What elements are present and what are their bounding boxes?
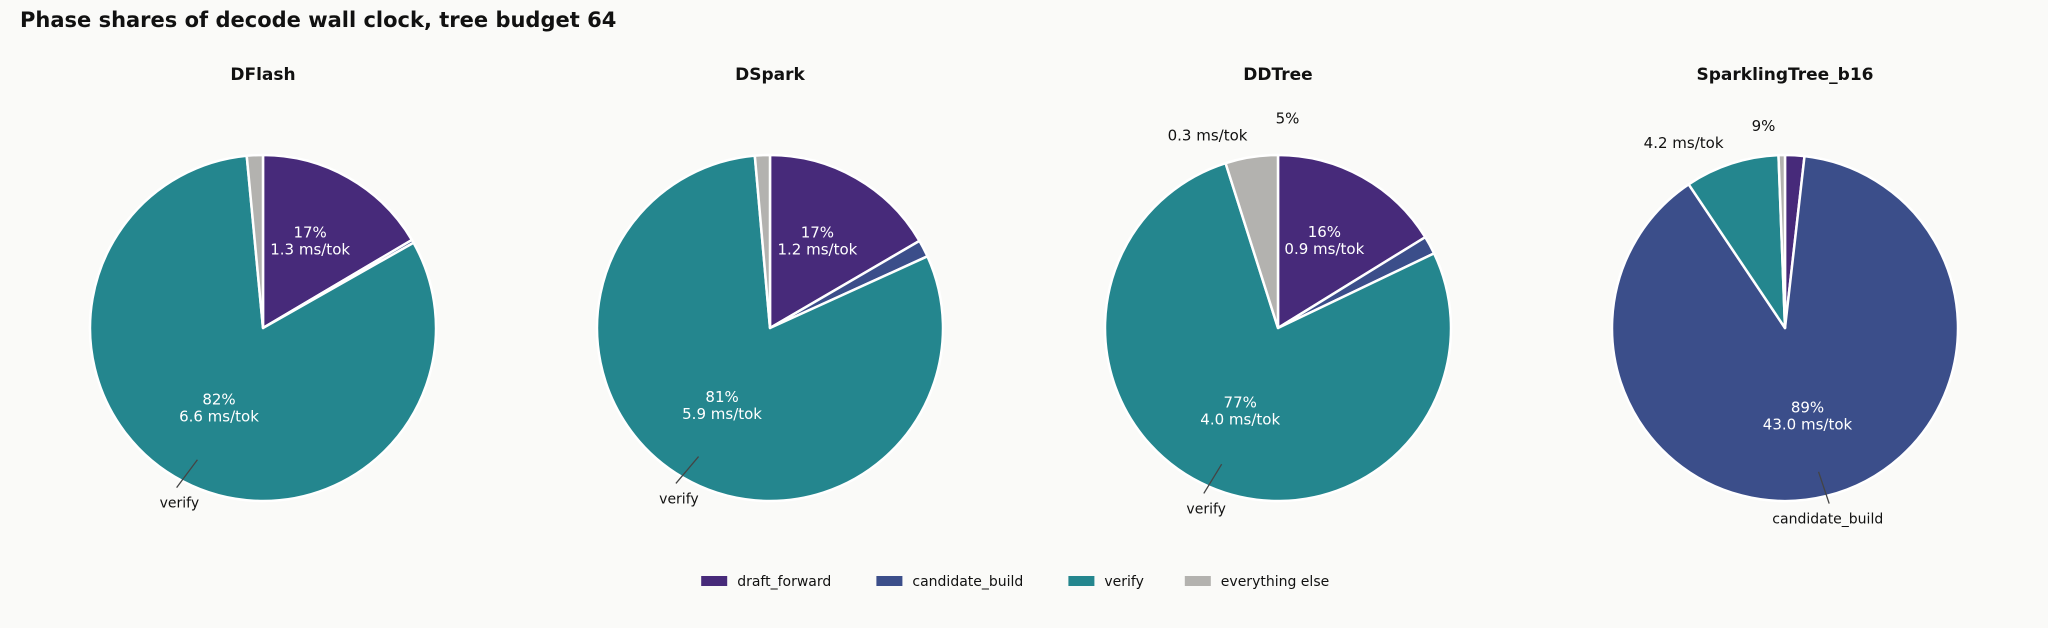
slice-label-verify: 77% 4.0 ms/tok <box>1200 393 1280 428</box>
slice-pct: 17% <box>801 223 834 241</box>
legend-swatch-everything-else <box>1184 576 1211 586</box>
pie-panel-dflash: DFlash 17% 1.3 ms/tok 82% 6.6 ms/tok verify <box>88 65 438 512</box>
slice-pct: 77% <box>1224 393 1257 411</box>
legend-label-draft-forward: draft_forward <box>737 574 831 590</box>
pie-slice-everything-else <box>245 153 265 330</box>
pie-panel-dspark: DSpark 17% 1.2 ms/tok 81% 5.9 ms/tok verify <box>595 65 945 507</box>
slice-label-candidate-build: 89% 43.0 ms/tok <box>1763 398 1853 433</box>
slice-pct: 81% <box>705 388 738 406</box>
legend-swatch-draft-forward <box>701 576 728 586</box>
pie-slice-draft-forward <box>768 153 921 330</box>
panel-title: DDTree <box>1243 65 1312 85</box>
pie-slice-everything-else <box>1224 153 1280 330</box>
slice-label-everything-else: 5% 0.3 ms/tok <box>1168 109 1300 144</box>
pie-panel-ddtree: DDTree 16% 0.9 ms/tok 77% 4.0 ms/tok 5% 0.3 ms… <box>1103 65 1453 517</box>
slice-label-draft-forward: 17% 1.3 ms/tok <box>270 223 350 258</box>
slice-ms: 4.2 ms/tok <box>1644 134 1724 152</box>
slice-label-verify: 9% 4.2 ms/tok <box>1644 117 1776 152</box>
pie-slice-everything-else <box>1777 153 1787 330</box>
callout-leader-line <box>1203 463 1223 494</box>
slice-ms: 4.0 ms/tok <box>1200 410 1280 428</box>
panel-title: SparklingTree_b16 <box>1697 65 1874 85</box>
slice-pct: 9% <box>1752 117 1776 135</box>
callout-leader-line <box>176 459 198 489</box>
slice-ms: 43.0 ms/tok <box>1763 415 1853 433</box>
slice-pct: 89% <box>1791 398 1824 416</box>
callout-label: verify <box>160 496 200 512</box>
callout-label: verify <box>1186 501 1226 517</box>
slice-ms: 6.6 ms/tok <box>179 407 259 425</box>
slice-pct: 82% <box>202 390 235 408</box>
pie-slice-draft-forward <box>1276 153 1427 330</box>
slice-ms: 0.9 ms/tok <box>1284 240 1364 258</box>
slice-label-draft-forward: 16% 0.9 ms/tok <box>1284 223 1364 258</box>
panel-title: DFlash <box>230 65 295 85</box>
pie-slice-verify <box>1103 161 1453 503</box>
pie-slice-verify <box>1687 153 1787 330</box>
slice-pct: 16% <box>1308 223 1341 241</box>
pie-panel-sparklingtree-b16: SparklingTree_b16 89% 43.0 ms/tok 9% 4.2 ms/… <box>1610 65 1960 528</box>
slice-ms: 1.3 ms/tok <box>270 240 350 258</box>
legend-label-candidate-build: candidate_build <box>912 574 1023 590</box>
callout-label: candidate_build <box>1772 512 1883 528</box>
slice-ms: 0.3 ms/tok <box>1168 126 1248 144</box>
panel-title: DSpark <box>735 65 805 85</box>
callout-label: verify <box>659 491 699 507</box>
legend-label-everything-else: everything else <box>1221 574 1329 590</box>
slice-ms: 5.9 ms/tok <box>682 405 762 423</box>
slice-label-draft-forward: 17% 1.2 ms/tok <box>777 223 857 258</box>
slice-ms: 1.2 ms/tok <box>777 240 857 258</box>
slice-pct: 5% <box>1276 109 1300 127</box>
legend-swatch-verify <box>1068 576 1095 586</box>
slice-label-verify: 81% 5.9 ms/tok <box>682 388 762 423</box>
callout-leader-line <box>1817 471 1830 504</box>
legend-swatch-candidate-build <box>876 576 903 586</box>
slice-label-verify: 82% 6.6 ms/tok <box>179 390 259 425</box>
pie-slice-draft-forward <box>261 153 414 330</box>
callout-leader-line <box>675 456 700 484</box>
legend: draft_forward candidate_build verify everyt… <box>701 574 1329 590</box>
legend-label-verify: verify <box>1104 574 1144 590</box>
figure-title: Phase shares of decode wall clock, tree … <box>20 8 617 32</box>
slice-pct: 17% <box>293 223 326 241</box>
pie-slice-everything-else <box>753 153 772 330</box>
